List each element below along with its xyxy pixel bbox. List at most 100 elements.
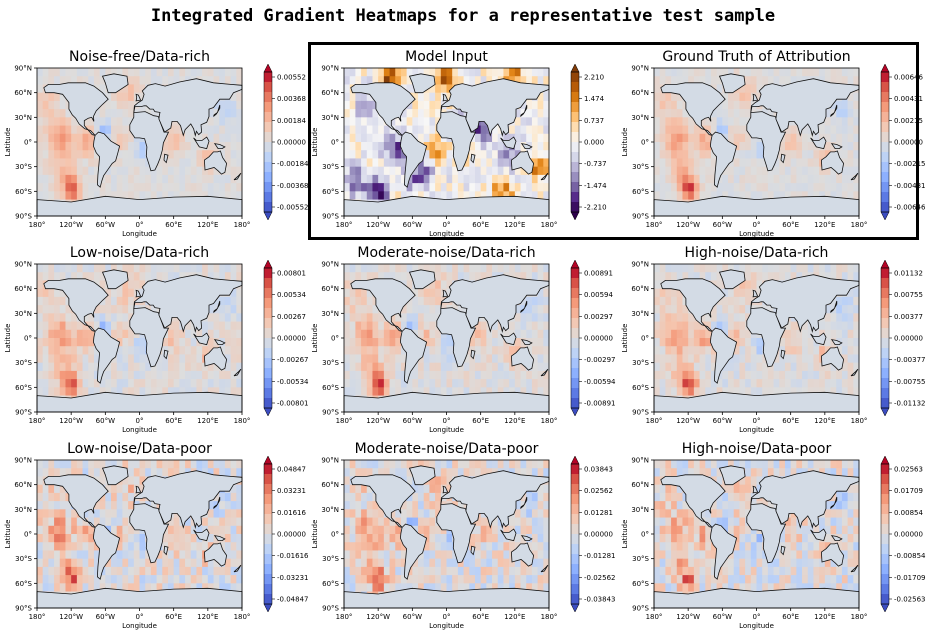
heatmap-cell bbox=[784, 76, 792, 85]
heatmap-cell bbox=[841, 117, 849, 126]
heatmap-cell bbox=[59, 133, 66, 143]
heatmap-cell bbox=[767, 183, 774, 192]
heatmap-cell bbox=[435, 272, 442, 281]
heatmap-cell bbox=[59, 125, 66, 135]
colorbar-tick-label: 0.00184 bbox=[277, 117, 306, 125]
heatmap-cell bbox=[710, 264, 718, 273]
heatmap-cell bbox=[796, 354, 803, 364]
heatmap-cell bbox=[779, 68, 786, 77]
heatmap-cell bbox=[156, 183, 163, 192]
heatmap-cell bbox=[185, 125, 192, 135]
heatmap-cell bbox=[452, 370, 459, 380]
heatmap-cell bbox=[139, 68, 146, 77]
heatmap-cell bbox=[762, 387, 769, 396]
heatmap-cell bbox=[503, 379, 510, 388]
heatmap-cell bbox=[54, 174, 61, 184]
heatmap-cell bbox=[37, 264, 44, 273]
heatmap-cell bbox=[361, 296, 368, 306]
heatmap-cell bbox=[111, 362, 118, 372]
heatmap-cell bbox=[429, 109, 436, 118]
heatmap-cell bbox=[42, 305, 49, 314]
heatmap-cell bbox=[65, 575, 72, 584]
heatmap-cell bbox=[779, 264, 786, 273]
heatmap-cell bbox=[676, 68, 683, 77]
heatmap-cell bbox=[133, 280, 140, 290]
heatmap-cell bbox=[429, 305, 436, 314]
heatmap-cell bbox=[705, 133, 712, 143]
colorbar-segment bbox=[264, 182, 272, 193]
heatmap-cell bbox=[756, 166, 763, 176]
heatmap-cell bbox=[847, 125, 854, 135]
coastline bbox=[101, 269, 129, 290]
heatmap-cell bbox=[836, 272, 843, 281]
heatmap-cell bbox=[372, 68, 379, 77]
heatmap-cell bbox=[179, 379, 186, 388]
heatmap-cell bbox=[59, 117, 66, 126]
heatmap-cell bbox=[224, 575, 232, 584]
heatmap-cell bbox=[728, 117, 735, 126]
heatmap-cell bbox=[59, 525, 66, 535]
heatmap-cell bbox=[400, 321, 408, 331]
heatmap-cell bbox=[139, 362, 146, 372]
coastline bbox=[746, 307, 787, 368]
heatmap-cell bbox=[173, 264, 180, 273]
heatmap-cell bbox=[400, 362, 408, 372]
heatmap-cell bbox=[802, 174, 809, 184]
heatmap-cell bbox=[361, 305, 368, 314]
heatmap-cell bbox=[457, 264, 464, 273]
heatmap-cell bbox=[65, 68, 72, 77]
heatmap-cell bbox=[543, 109, 550, 118]
heatmap-cell bbox=[514, 321, 521, 331]
heatmap-cell bbox=[710, 191, 718, 200]
heatmap-cell bbox=[37, 313, 44, 322]
heatmap-cell bbox=[133, 158, 140, 168]
heatmap-cell bbox=[344, 150, 351, 159]
heatmap-cell bbox=[48, 387, 55, 396]
heatmap-cell bbox=[503, 329, 510, 339]
heatmap-cell bbox=[37, 296, 44, 306]
heatmap-cell bbox=[435, 354, 442, 364]
heatmap-cell bbox=[162, 76, 169, 85]
heatmap-cell bbox=[145, 583, 152, 592]
heatmap-cell bbox=[82, 583, 89, 592]
heatmap-cell bbox=[93, 125, 101, 135]
heatmap-cell bbox=[105, 264, 112, 273]
heatmap-cell bbox=[395, 133, 402, 143]
coastline bbox=[830, 143, 843, 150]
heatmap-cell bbox=[412, 174, 419, 184]
heatmap-cell bbox=[526, 100, 533, 110]
heatmap-cell bbox=[480, 174, 487, 184]
heatmap-cell bbox=[537, 387, 544, 396]
heatmap-cell bbox=[847, 370, 854, 380]
heatmap-cell bbox=[111, 191, 118, 200]
heatmap-cell bbox=[366, 272, 373, 281]
heatmap-cell bbox=[412, 288, 419, 298]
heatmap-cell bbox=[429, 158, 436, 168]
heatmap-cell bbox=[671, 321, 678, 331]
heatmap-cell bbox=[366, 313, 373, 322]
heatmap-cell bbox=[474, 125, 482, 135]
heatmap-cell bbox=[802, 166, 809, 176]
heatmap-cell bbox=[469, 264, 476, 273]
heatmap-cell bbox=[400, 109, 408, 118]
heatmap-cell bbox=[418, 174, 425, 184]
heatmap-cell bbox=[395, 166, 402, 176]
heatmap-cell bbox=[676, 174, 683, 184]
heatmap-cell bbox=[728, 296, 735, 306]
heatmap-cell bbox=[111, 550, 118, 560]
heatmap-cell bbox=[543, 305, 550, 314]
heatmap-cell bbox=[128, 575, 135, 584]
heatmap-cell bbox=[847, 354, 854, 364]
heatmap-cell bbox=[389, 174, 396, 184]
heatmap-cell bbox=[378, 379, 385, 388]
heatmap-cell bbox=[665, 76, 672, 85]
heatmap-cell bbox=[745, 100, 752, 110]
heatmap-cell bbox=[836, 76, 843, 85]
heatmap-cell bbox=[423, 264, 430, 273]
colorbar-extend-top bbox=[880, 259, 890, 269]
heatmap-cell bbox=[93, 272, 101, 281]
y-axis-label: Latitude bbox=[4, 128, 12, 157]
heatmap-cell bbox=[99, 460, 106, 469]
heatmap-cell bbox=[710, 166, 718, 176]
heatmap-cell bbox=[429, 133, 436, 143]
